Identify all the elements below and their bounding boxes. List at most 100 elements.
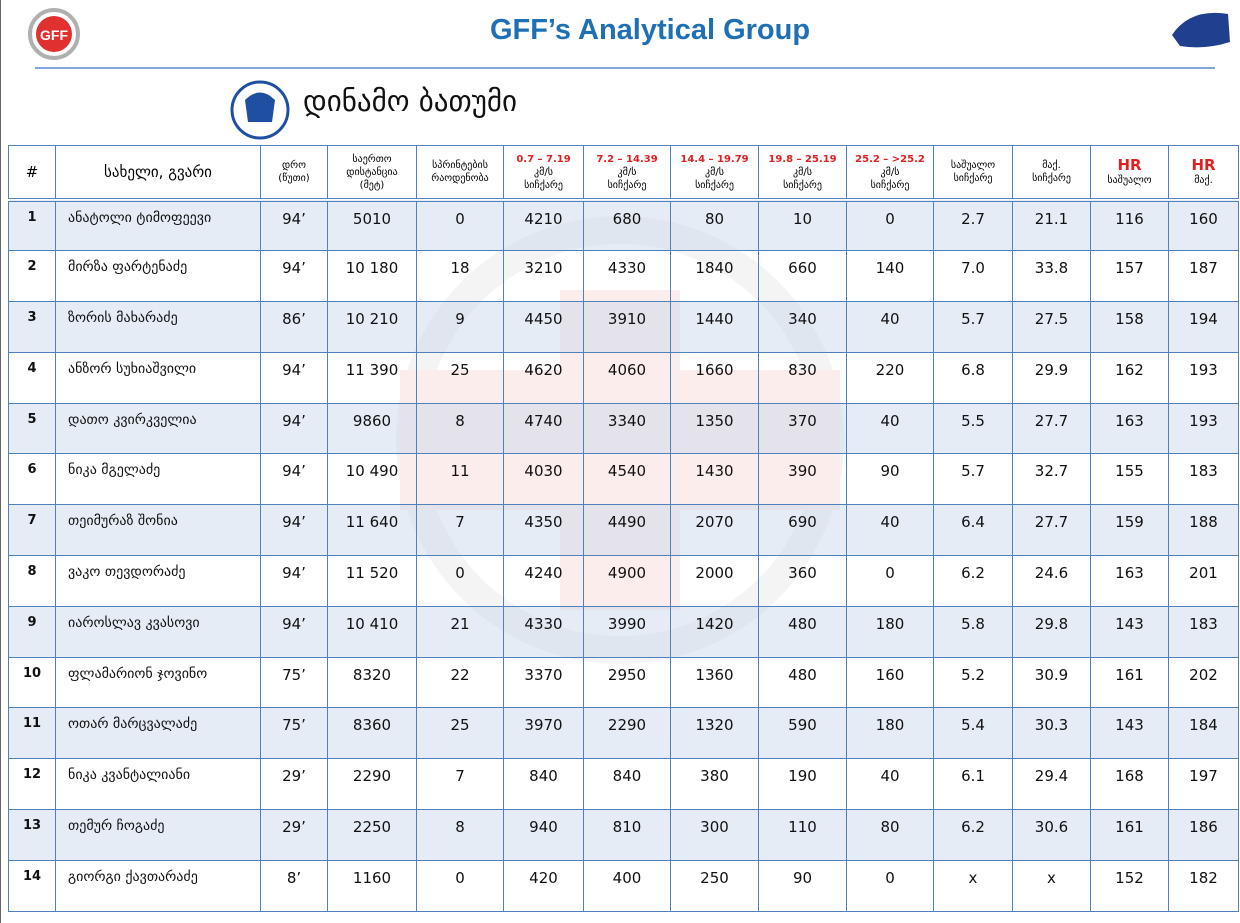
cell: 163 [1090, 555, 1169, 607]
player-name: ანატოლი ტიმოფეევი [55, 199, 261, 252]
cell: 1320 [670, 707, 759, 760]
player-name: ოთარ მარცვალაძე [55, 707, 261, 760]
cell: 840 [583, 758, 671, 811]
table-row: 8 ვაკო თევდორაძე 94’ 11 520 0 4240 4900 2000 360… [8, 555, 1239, 607]
player-name: თეიმურაზ შონია [55, 504, 261, 557]
cell: 4540 [583, 453, 671, 506]
cell: 40 [846, 504, 934, 557]
player-name: ფლამარიონ ჯოვინო [55, 656, 261, 709]
cell: 5.7 [933, 301, 1013, 353]
cell: 11 [8, 707, 56, 760]
cell: 9860 [327, 402, 417, 455]
cell: 90 [758, 859, 847, 912]
cell: 3970 [503, 707, 584, 760]
cell: 10 210 [327, 301, 417, 353]
cell: 160 [846, 656, 934, 709]
cell: 0 [846, 859, 934, 912]
cell: 360 [758, 555, 847, 607]
player-name: ვაკო თევდორაძე [55, 555, 261, 607]
header-cell: 14.4 – 19.79 კმ/ს სიჩქარე [670, 145, 759, 202]
stats-table: # სახელი, გვარი დრო (წუთი) საერთო დისტანცია (მ… [8, 145, 1239, 912]
cell: 11 640 [327, 504, 417, 557]
cell: 80 [670, 199, 759, 252]
cell: 2 [8, 250, 56, 303]
header-line: სიჩქარე [870, 179, 910, 191]
table-row: 10 ფლამარიონ ჯოვინო 75’ 8320 22 3370 2950 1360 4… [8, 656, 1239, 709]
cell: 0 [846, 555, 934, 607]
player-name: ზორის მახარაძე [55, 301, 261, 353]
header-cell: HR მაქ. [1168, 145, 1239, 202]
cell: 86’ [260, 301, 328, 353]
cell: 155 [1090, 453, 1169, 506]
table-row: 3 ზორის მახარაძე 86’ 10 210 9 4450 3910 1440 340… [8, 301, 1239, 353]
header-cell: საშუალო სიჩქარე [933, 145, 1013, 202]
team-name: დინამო ბათუმი [303, 84, 518, 118]
header-line: 19.8 – 25.19 [768, 153, 837, 165]
cell: 162 [1090, 351, 1169, 404]
cell: 183 [1168, 605, 1239, 658]
cell: 159 [1090, 504, 1169, 557]
cell: 3210 [503, 250, 584, 303]
cell: 6.8 [933, 351, 1013, 404]
player-name: დათო კვირკველია [55, 402, 261, 455]
cell: 1430 [670, 453, 759, 506]
table-row: 11 ოთარ მარცვალაძე 75’ 8360 25 3970 2290 1320 59… [8, 707, 1239, 760]
cell: 157 [1090, 250, 1169, 303]
cell: 3340 [583, 402, 671, 455]
cell: 4240 [503, 555, 584, 607]
cell: 8 [416, 402, 504, 455]
header-line: მაქ. [1194, 175, 1213, 186]
header-row: # სახელი, გვარი დრო (წუთი) საერთო დისტანცია (მ… [8, 145, 1239, 202]
cell: 590 [758, 707, 847, 760]
cell: 94’ [260, 402, 328, 455]
cell: 4 [8, 351, 56, 404]
cell: 30.6 [1012, 809, 1091, 861]
cell: 116 [1090, 199, 1169, 252]
cell: 5.4 [933, 707, 1013, 760]
cell: 5.2 [933, 656, 1013, 709]
cell: 75’ [260, 656, 328, 709]
cell: 194 [1168, 301, 1239, 353]
header-line: დისტანცია [346, 166, 398, 178]
header-line: კმ/ს [793, 166, 812, 178]
header-line: კმ/ს [705, 166, 724, 178]
cell: 6.1 [933, 758, 1013, 811]
cell: 163 [1090, 402, 1169, 455]
header-line: 14.4 – 19.79 [680, 153, 749, 165]
cell: 187 [1168, 250, 1239, 303]
cell: 4210 [503, 199, 584, 252]
cell: 29.9 [1012, 351, 1091, 404]
cell: 143 [1090, 605, 1169, 658]
cell: 22 [416, 656, 504, 709]
cell: 197 [1168, 758, 1239, 811]
cell: x [933, 859, 1013, 912]
player-name: ნიკა კვანტალიანი [55, 758, 261, 811]
header-line: კმ/ს [617, 166, 637, 178]
header-line: HR [1117, 156, 1142, 174]
header-cell: სახელი, გვარი [55, 145, 261, 202]
header-cell: 19.8 – 25.19 კმ/ს სიჩქარე [758, 145, 847, 202]
cell: 2290 [583, 707, 671, 760]
header-line: სიჩქარე [524, 179, 563, 191]
cell: 2290 [327, 758, 417, 811]
cell: 8360 [327, 707, 417, 760]
cell: 6 [8, 453, 56, 506]
table-row: 1 ანატოლი ტიმოფეევი 94’ 5010 0 4210 680 80 10 0 2.… [8, 199, 1239, 252]
header-cell: მაქ. სიჩქარე [1012, 145, 1091, 202]
cell: 940 [503, 809, 584, 861]
header-line: კმ/ს [880, 166, 900, 178]
cell: 94’ [260, 199, 328, 252]
cell: 4620 [503, 351, 584, 404]
cell: 193 [1168, 402, 1239, 455]
cell: 340 [758, 301, 847, 353]
header-line: რაოდენობა [431, 173, 489, 184]
cell: 94’ [260, 605, 328, 658]
cell: 830 [758, 351, 847, 404]
cell: 94’ [260, 504, 328, 557]
cell: 11 520 [327, 555, 417, 607]
cell: 8 [8, 555, 56, 607]
cell: 40 [846, 301, 934, 353]
header-line: საშუალო [1107, 175, 1152, 186]
cell: 29’ [260, 809, 328, 861]
cell: 3910 [583, 301, 671, 353]
